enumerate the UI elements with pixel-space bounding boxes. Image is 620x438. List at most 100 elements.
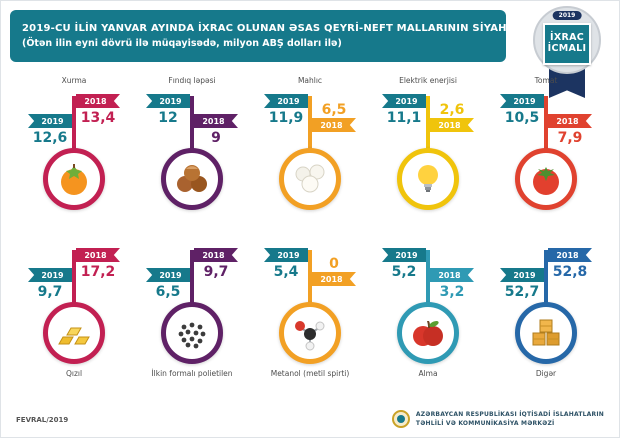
- year-label: 2018: [202, 250, 225, 260]
- group-2018: 2018 9,7: [192, 248, 240, 280]
- stem: [426, 96, 430, 162]
- group-2018: 2018 9: [192, 114, 240, 146]
- group-2019: 2019 9,7: [26, 268, 74, 300]
- product-module-polietilen: 2019 6,5 2018 9,7 İlkin formalı polietil…: [136, 246, 248, 383]
- year-flag-2018: 2018: [312, 118, 356, 132]
- badge-rosette: 2019 İXRAC İCMALI: [533, 6, 601, 74]
- ixrac-icmali-badge: 2019 İXRAC İCMALI: [528, 6, 606, 100]
- value-flags: 2019 9,7 2018 17,2: [18, 246, 130, 316]
- product-row-1: Xurma 2019 12,6 2018 13,4 Fındıq ləpəsi: [18, 76, 602, 210]
- product-name: Elektrik enerjisi: [399, 76, 457, 85]
- organization-logo-icon: [391, 410, 410, 428]
- light-bulb-icon: [397, 148, 459, 210]
- year-flag-2019: 2019: [500, 94, 544, 108]
- product-module-alma: 2019 5,2 2018 3,2 Alma: [372, 246, 484, 383]
- value-2019: 5,4: [273, 264, 299, 280]
- value-2018: 2,6: [439, 102, 465, 118]
- product-name: Metanol (metil spirti): [270, 369, 350, 378]
- value-flags: 2019 6,5 2018 9,7: [136, 246, 248, 316]
- badge-line2: İCMALI: [547, 42, 587, 54]
- group-2019: 2019 11,9: [262, 94, 310, 126]
- product-name: Fındıq ləpəsi: [168, 76, 216, 85]
- group-2019: 2019 12: [144, 94, 192, 126]
- year-label: 2018: [438, 270, 461, 280]
- group-2018: 2018 3,2: [428, 268, 476, 300]
- value-2018: 3,2: [439, 284, 465, 300]
- header-banner: 2019-CU İLİN YANVAR AYINDA İXRAC OLUNAN …: [10, 10, 522, 62]
- organization-line2: TƏHLİLİ VƏ KOMMUNİKASİYA MƏRKƏZİ: [415, 420, 555, 427]
- badge-label: İXRAC İCMALI: [543, 22, 591, 65]
- value-2019: 11,1: [386, 110, 422, 126]
- value-2019: 12,6: [32, 130, 68, 146]
- year-label: 2019: [159, 96, 182, 106]
- group-2019: 2019 5,2: [380, 248, 428, 280]
- year-flag-2019: 2019: [146, 94, 190, 108]
- product-module-findiq: Fındıq ləpəsi 2019 12 2018 9: [136, 76, 248, 210]
- stem: [190, 96, 194, 162]
- year-flag-2018: 2018: [312, 272, 356, 286]
- year-flag-2018: 2018: [194, 248, 238, 262]
- year-label: 2019: [513, 270, 536, 280]
- product-name: Qızıl: [65, 369, 83, 378]
- value-2018: 9: [211, 130, 221, 146]
- year-flag-2019: 2019: [28, 114, 72, 128]
- year-flag-2019: 2019: [382, 94, 426, 108]
- product-row-2: 2019 9,7 2018 17,2 Qızıl 2019 6,5: [18, 246, 602, 383]
- stem: [544, 96, 548, 162]
- year-flag-2019: 2019: [146, 268, 190, 282]
- value-2019: 9,7: [37, 284, 63, 300]
- value-flags: 2019 12,6 2018 13,4: [18, 92, 130, 162]
- year-label: 2018: [84, 250, 107, 260]
- year-label: 2018: [84, 96, 107, 106]
- product-name: Xurma: [61, 76, 87, 85]
- year-flag-2018: 2018: [430, 118, 474, 132]
- organization-name: AZƏRBAYCAN RESPUBLİKASI İQTİSADİ İSLAHAT…: [416, 410, 604, 428]
- product-name: Mahlıc: [297, 76, 323, 85]
- molecule-icon: [279, 302, 341, 364]
- value-2018: 17,2: [80, 264, 116, 280]
- value-2019: 52,7: [504, 284, 540, 300]
- persimmon-icon: [43, 148, 105, 210]
- year-label: 2018: [320, 274, 343, 284]
- year-flag-2018: 2018: [76, 94, 120, 108]
- year-label: 2018: [556, 250, 579, 260]
- group-2018: 2018 17,2: [74, 248, 122, 280]
- group-2018: 2018 52,8: [546, 248, 594, 280]
- year-label: 2019: [41, 270, 64, 280]
- value-flags: 2019 11,1 2018 2,6: [372, 92, 484, 162]
- value-flags: 2019 10,5 2018 7,9: [490, 92, 602, 162]
- year-label: 2019: [41, 116, 64, 126]
- tomato-icon: [515, 148, 577, 210]
- year-label: 2018: [202, 116, 225, 126]
- stem: [544, 250, 548, 316]
- value-2018: 0: [329, 256, 339, 272]
- product-module-elektrik: Elektrik enerjisi 2019 11,1 2018 2,6: [372, 76, 484, 210]
- value-2019: 12: [158, 110, 178, 126]
- value-2018: 52,8: [552, 264, 588, 280]
- year-label: 2019: [395, 250, 418, 260]
- year-label: 2019: [159, 270, 182, 280]
- year-label: 2019: [395, 96, 418, 106]
- product-name: Alma: [418, 369, 438, 378]
- badge-line1: İXRAC: [550, 31, 584, 43]
- page-subtitle: (Ötən ilin eyni dövrü ilə müqayisədə, mi…: [22, 38, 342, 49]
- year-label: 2018: [438, 120, 461, 130]
- product-module-xurma: Xurma 2019 12,6 2018 13,4: [18, 76, 130, 210]
- value-2018: 7,9: [557, 130, 583, 146]
- year-flag-2018: 2018: [76, 248, 120, 262]
- year-label: 2019: [277, 250, 300, 260]
- year-flag-2018: 2018: [548, 114, 592, 128]
- gold-bars-icon: [43, 302, 105, 364]
- group-2018: 2018 6,5: [310, 100, 358, 132]
- value-2019: 10,5: [504, 110, 540, 126]
- group-2018: 2018 13,4: [74, 94, 122, 126]
- group-2019: 2019 6,5: [144, 268, 192, 300]
- year-flag-2019: 2019: [28, 268, 72, 282]
- value-flags: 2019 52,7 2018 52,8: [490, 246, 602, 316]
- product-module-metanol: 2019 5,4 2018 0 Metanol (metil spirti): [254, 246, 366, 383]
- group-2018: 2018 2,6: [428, 100, 476, 132]
- group-2018: 2018 7,9: [546, 114, 594, 146]
- stem: [72, 250, 76, 316]
- granules-icon: [161, 302, 223, 364]
